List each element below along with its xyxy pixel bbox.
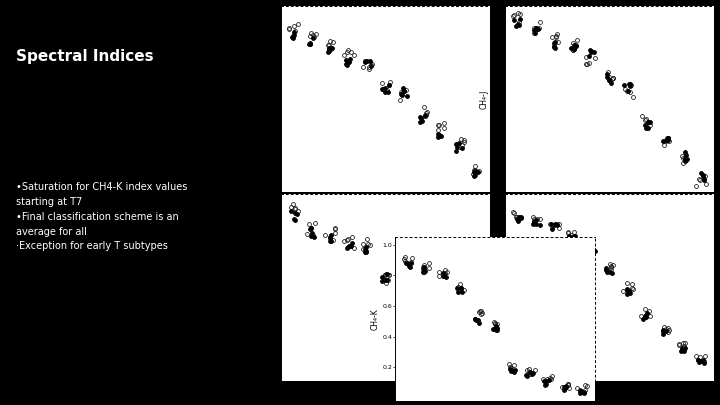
Y-axis label: CH₄-K: CH₄-K — [370, 308, 379, 330]
X-axis label: Spectral Type: Spectral Type — [362, 391, 409, 397]
Text: Spectral Indices: Spectral Indices — [16, 49, 154, 64]
Y-axis label: CH₄-J: CH₄-J — [480, 90, 489, 109]
Y-axis label: CH₄-H: CH₄-H — [480, 276, 489, 299]
Text: •Saturation for CH4-K index values
starting at T7
•Final classification scheme i: •Saturation for CH4-K index values start… — [16, 182, 188, 252]
X-axis label: Spectral Type: Spectral Type — [362, 203, 409, 209]
Y-axis label: H₂O-H: H₂O-H — [256, 276, 265, 299]
X-axis label: Spectral Type: Spectral Type — [586, 391, 633, 397]
X-axis label: Spectral Type: Spectral Type — [586, 203, 633, 209]
Y-axis label: H₂O-J: H₂O-J — [256, 89, 265, 109]
